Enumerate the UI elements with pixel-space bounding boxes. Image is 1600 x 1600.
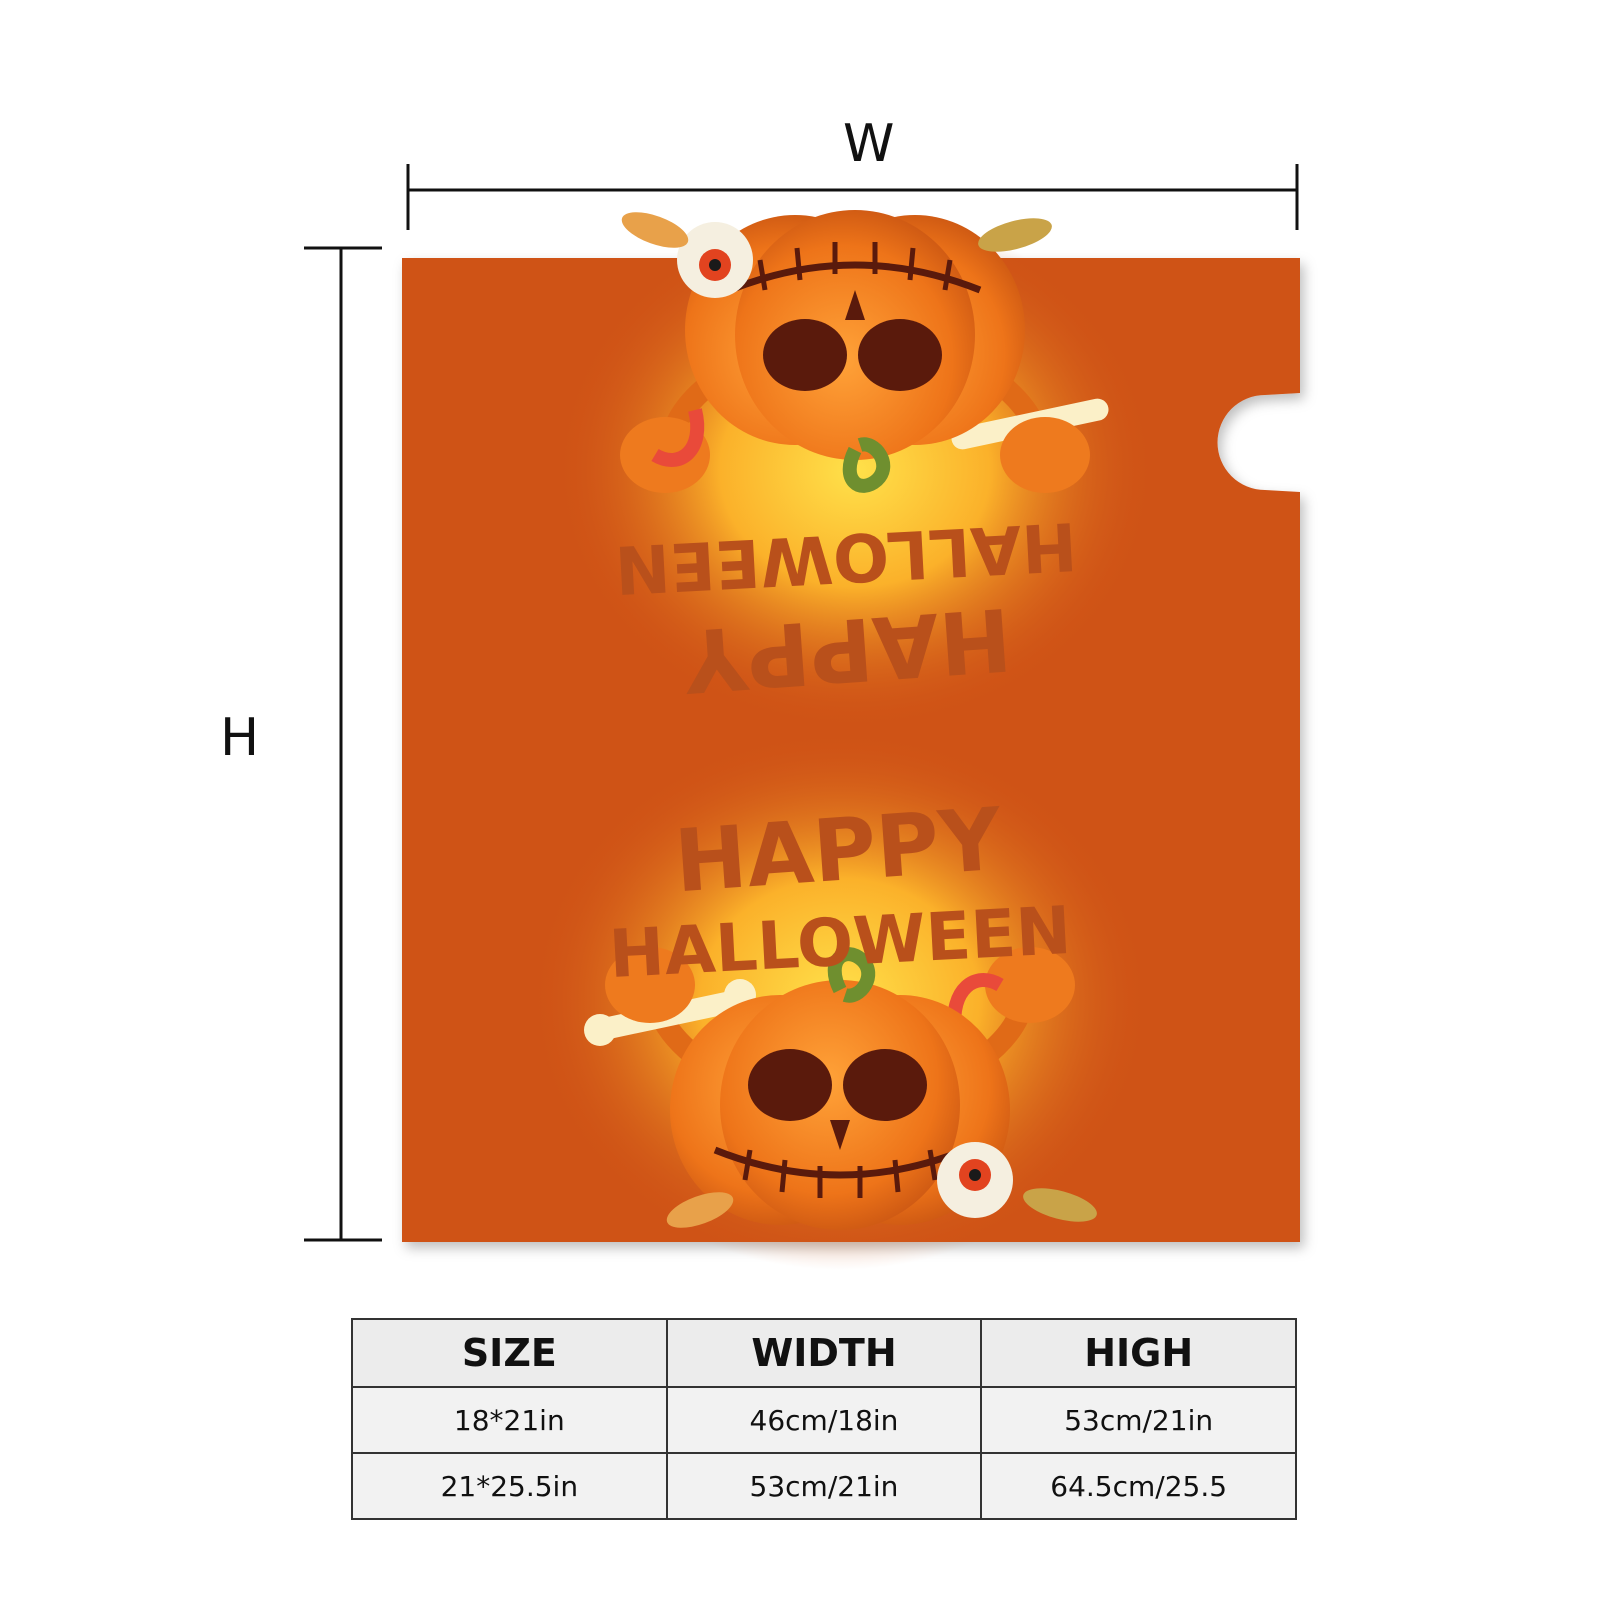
cell-width: 53cm/21in <box>665 1452 983 1520</box>
header-high: HIGH <box>980 1318 1297 1388</box>
cell-size: 18*21in <box>351 1386 668 1454</box>
pumpkin-bottom <box>584 947 1097 1230</box>
width-label: W <box>843 114 895 174</box>
height-label: H <box>220 708 260 768</box>
cell-high: 64.5cm/25.5 <box>980 1452 1297 1520</box>
width-dimension <box>406 164 1299 230</box>
table-row: 18*21in 46cm/18in 53cm/21in <box>351 1386 1297 1454</box>
header-size: SIZE <box>351 1318 668 1388</box>
cell-high: 53cm/21in <box>980 1386 1297 1454</box>
size-table: SIZE WIDTH HIGH 18*21in 46cm/18in 53cm/2… <box>351 1318 1297 1520</box>
table-row: 21*25.5in 53cm/21in 64.5cm/25.5 <box>351 1452 1297 1520</box>
header-width: WIDTH <box>665 1318 983 1388</box>
mailbox-cover-diagram: HAPPY HALLOWEEN HAPPY HALLOWEEN <box>304 164 1300 1270</box>
cell-size: 21*25.5in <box>351 1452 668 1520</box>
height-dimension <box>304 246 382 1242</box>
pumpkin-top <box>620 210 1109 493</box>
cell-width: 46cm/18in <box>665 1386 983 1454</box>
greeting-top-line1: HAPPY <box>680 588 1015 711</box>
size-table-header-row: SIZE WIDTH HIGH <box>351 1318 1297 1388</box>
greeting-bottom-line1: HAPPY <box>672 790 1007 913</box>
